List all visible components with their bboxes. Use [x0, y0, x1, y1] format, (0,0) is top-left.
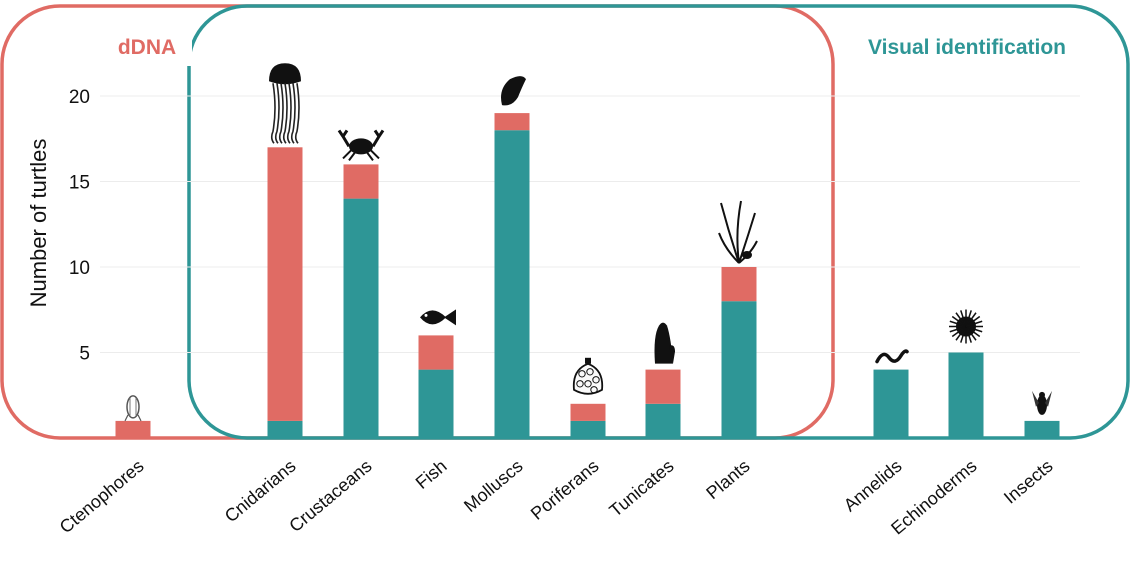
bar-segment-ddna: [721, 267, 757, 302]
x-tick-label: Cnidarians: [221, 456, 300, 527]
x-tick-label: Annelids: [840, 456, 906, 516]
bar-segment-visual: [418, 369, 454, 438]
y-tick-label: 15: [69, 173, 90, 194]
y-tick-label: 5: [79, 344, 90, 365]
ddna-group-outline: [0, 4, 835, 440]
grid-lines: [100, 95, 1080, 353]
category-icons: [124, 63, 1052, 422]
jellyfish-icon: [269, 63, 301, 144]
bar-segment-visual: [1024, 420, 1060, 438]
sponge-icon: [572, 357, 604, 395]
ddna-group-label: dDNA: [118, 36, 176, 59]
bar-segment-visual: [494, 130, 530, 438]
x-tick-label: Insects: [1000, 456, 1057, 508]
y-tick-label: 10: [69, 258, 90, 279]
bars: [115, 113, 1060, 438]
y-tick-label: 20: [69, 87, 90, 108]
x-tick-label: Fish: [412, 456, 451, 493]
bar-segment-ddna: [418, 335, 454, 370]
bar-segment-visual: [873, 369, 909, 438]
seaweed-icon: [718, 200, 758, 264]
bar-segment-ddna: [494, 113, 530, 131]
y-axis-label: Number of turtles: [26, 139, 51, 308]
bar-segment-ddna: [267, 147, 303, 421]
x-tick-label: Crustaceans: [285, 456, 375, 536]
bar-segment-ddna: [645, 369, 681, 404]
x-tick-label: Plants: [702, 456, 753, 503]
bar-segment-visual: [645, 403, 681, 438]
visual-group-label: Visual identification: [868, 36, 1066, 59]
fish-icon: [420, 309, 456, 326]
tunicate-icon: [654, 322, 675, 364]
urchin-icon: [949, 309, 983, 344]
worm-icon: [875, 349, 909, 364]
bar-segment-visual: [267, 420, 303, 438]
x-tick-label: Tunicates: [605, 456, 677, 521]
crab-icon: [337, 129, 385, 161]
bar-segment-ddna: [115, 420, 151, 438]
x-tick-label: Molluscs: [460, 456, 526, 516]
ctenophore-icon: [124, 395, 142, 422]
bar-segment-visual: [343, 198, 379, 438]
shell-icon: [501, 76, 526, 106]
x-tick-label: Poriferans: [527, 456, 603, 524]
bar-segment-ddna: [570, 403, 606, 421]
bar-segment-visual: [721, 301, 757, 438]
x-tick-label: Ctenophores: [56, 456, 148, 538]
fly-icon: [1032, 390, 1052, 415]
bar-segment-ddna: [343, 164, 379, 199]
bar-segment-visual: [570, 420, 606, 438]
bar-segment-visual: [948, 352, 984, 438]
